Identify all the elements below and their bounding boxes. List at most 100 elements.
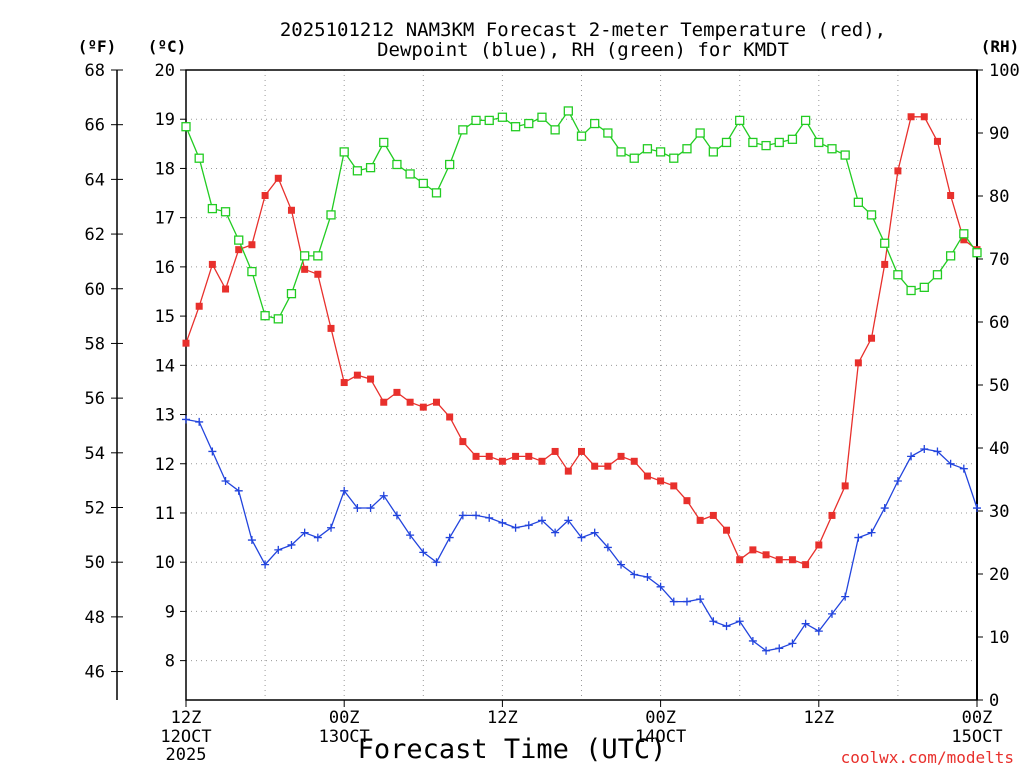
dewpoint-point — [445, 533, 454, 542]
rh-point — [616, 147, 626, 157]
rh-point — [299, 251, 310, 261]
dewpoint-point — [933, 447, 942, 456]
x-tick-date-label: 14OCT — [635, 727, 686, 747]
2-meter-temperature-point — [208, 260, 216, 268]
dewpoint-point — [392, 511, 401, 520]
rh-point — [669, 153, 679, 163]
rh-point — [880, 238, 890, 248]
credit-text: coolwx.com/modelts — [841, 748, 1014, 767]
2-meter-temperature-point — [696, 516, 704, 524]
unit-fahrenheit: (ºF) — [78, 37, 117, 56]
dewpoint-point — [353, 504, 362, 513]
dewpoint-point — [472, 511, 481, 520]
chart-title-line1: 2025101212 NAM3KM Forecast 2-meter Tempe… — [280, 19, 886, 41]
rh-point — [708, 147, 718, 157]
dewpoint-point — [182, 415, 190, 424]
dewpoint-point — [827, 609, 836, 618]
rh-tick-label: 0 — [989, 691, 999, 711]
2-meter-temperature-point — [960, 236, 968, 244]
rh-point — [484, 115, 494, 126]
f-tick-label: 54 — [85, 444, 105, 464]
2-meter-temperature-point — [933, 137, 941, 145]
2-meter-temperature-point — [762, 551, 770, 559]
2-meter-temperature-point — [525, 452, 533, 460]
rh-point — [418, 178, 428, 189]
dewpoint-point — [893, 476, 902, 485]
c-tick-label: 15 — [155, 307, 175, 327]
x-tick-date-label: 15OCT — [951, 727, 1002, 747]
rh-point — [853, 197, 863, 207]
rh-point — [721, 137, 732, 148]
2-meter-temperature-series — [182, 113, 981, 569]
2-meter-temperature-point — [894, 167, 902, 175]
rh-point — [787, 134, 798, 144]
2-meter-temperature-point — [538, 457, 546, 465]
dewpoint-point — [498, 518, 507, 527]
x-tick-label: 12Z — [487, 708, 518, 728]
dewpoint-point — [920, 444, 929, 453]
dewpoint-point — [537, 516, 546, 525]
x-tick-year-label: 2025 — [166, 745, 207, 765]
2-meter-temperature-point — [340, 379, 348, 387]
2-meter-temperature-point — [775, 556, 783, 564]
2-meter-temperature-point — [472, 452, 480, 460]
rh-point — [286, 288, 297, 299]
rh-tick-label: 60 — [989, 313, 1009, 333]
2-meter-temperature-point — [261, 192, 269, 200]
2-meter-temperature-point — [459, 438, 467, 446]
2-meter-temperature-point — [815, 541, 823, 549]
rh-tick-label: 70 — [989, 250, 1009, 270]
dewpoint-point — [669, 597, 678, 606]
f-tick-label: 64 — [85, 170, 105, 190]
rh-point — [893, 270, 903, 280]
2-meter-temperature-point — [947, 192, 955, 200]
dewpoint-point — [735, 617, 744, 626]
c-tick-label: 19 — [155, 110, 175, 130]
axes: 46 48 50 52 54 56 58 60 62 64 66 68 8 9 10 11 12 13 14 15 16… — [85, 61, 1020, 765]
dewpoint-point — [261, 560, 270, 569]
dewpoint-series — [182, 415, 981, 655]
dewpoint-point — [590, 528, 599, 537]
2-meter-temperature-point — [564, 467, 572, 475]
rh-point — [642, 144, 653, 154]
2-meter-temperature-point — [617, 452, 625, 460]
rh-point — [181, 122, 191, 132]
2-meter-temperature-point — [723, 526, 731, 534]
2-meter-temperature-point — [512, 452, 520, 460]
rh-tick-label: 50 — [989, 376, 1009, 396]
dewpoint-point — [722, 622, 731, 631]
f-tick-label: 60 — [85, 280, 105, 300]
rh-point — [682, 144, 692, 154]
rh-point — [945, 251, 956, 261]
2-meter-temperature-point — [327, 324, 335, 332]
f-tick-label: 56 — [85, 389, 105, 409]
rh-tick-label: 80 — [989, 187, 1009, 207]
rh-point — [471, 115, 481, 126]
2-meter-temperature-point — [406, 398, 414, 406]
dewpoint-point — [762, 646, 771, 655]
rh-point — [774, 137, 784, 148]
dewpoint-point — [801, 619, 810, 628]
dewpoint-point — [458, 511, 467, 520]
dewpoint-point — [327, 523, 336, 532]
2-meter-temperature-point — [498, 457, 506, 465]
dewpoint-point — [524, 521, 533, 530]
2-meter-temperature-point — [709, 511, 717, 519]
x-tick-label: 00Z — [962, 708, 993, 728]
c-tick-label: 20 — [155, 61, 175, 81]
dewpoint-point — [577, 533, 586, 542]
dewpoint-point — [247, 536, 256, 545]
dewpoint-point — [551, 528, 560, 537]
2-meter-temperature-point — [287, 206, 295, 214]
gridlines — [186, 70, 977, 700]
x-tick-date-label: 13OCT — [319, 727, 370, 747]
dewpoint-point — [511, 523, 520, 532]
rh-tick-label: 90 — [989, 124, 1009, 144]
dewpoint-point — [406, 531, 415, 540]
2-meter-temperature-point — [195, 302, 203, 310]
dewpoint-point — [748, 636, 757, 645]
rh-point — [537, 112, 547, 122]
dewpoint-point — [274, 545, 283, 554]
2-meter-temperature-point — [854, 359, 862, 367]
f-tick-label: 50 — [85, 553, 105, 573]
